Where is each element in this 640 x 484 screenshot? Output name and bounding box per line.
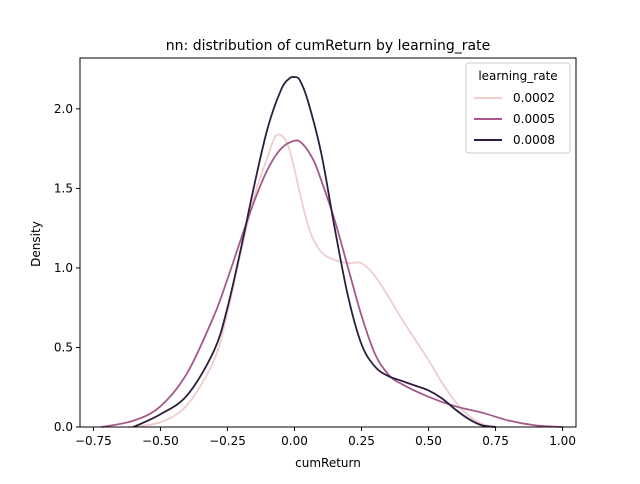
x-axis-label: cumReturn (295, 456, 361, 470)
y-tick-label: 2.0 (54, 102, 73, 116)
y-tick-label: 0.5 (54, 340, 73, 354)
legend-label-0.0008: 0.0008 (513, 133, 555, 147)
y-axis-label: Density (29, 221, 43, 267)
y-axis: 0.0 0.5 1.0 1.5 2.0 (54, 102, 80, 434)
legend-label-0.0002: 0.0002 (513, 91, 555, 105)
plot-area (79, 57, 577, 428)
x-axis: −0.75 −0.50 −0.25 0.00 0.25 0.50 0.75 1.00 (75, 427, 576, 448)
y-tick-label: 1.5 (54, 181, 73, 195)
legend-box (465, 62, 571, 154)
legend-label-0.0005: 0.0005 (513, 112, 555, 126)
legend-title: learning_rate (478, 69, 557, 83)
density-line-0.0008 (133, 76, 496, 428)
plot-frame (79, 57, 577, 428)
density-line-0.0002 (128, 133, 496, 428)
x-tick-label: 0.75 (482, 434, 509, 448)
x-tick-label: 0.25 (348, 434, 375, 448)
x-tick-label: −0.75 (75, 434, 112, 448)
x-tick-label: 0.00 (281, 434, 308, 448)
x-tick-label: −0.25 (209, 434, 246, 448)
x-tick-label: 1.00 (549, 434, 576, 448)
x-tick-label: 0.50 (415, 434, 442, 448)
density-line-0.0005 (101, 139, 563, 428)
x-tick-label: −0.50 (142, 434, 179, 448)
legend: learning_rate 0.0002 0.0005 0.0008 (465, 62, 571, 154)
y-tick-label: 0.0 (54, 420, 73, 434)
y-tick-label: 1.0 (54, 261, 73, 275)
chart-title: nn: distribution of cumReturn by learnin… (166, 38, 490, 54)
